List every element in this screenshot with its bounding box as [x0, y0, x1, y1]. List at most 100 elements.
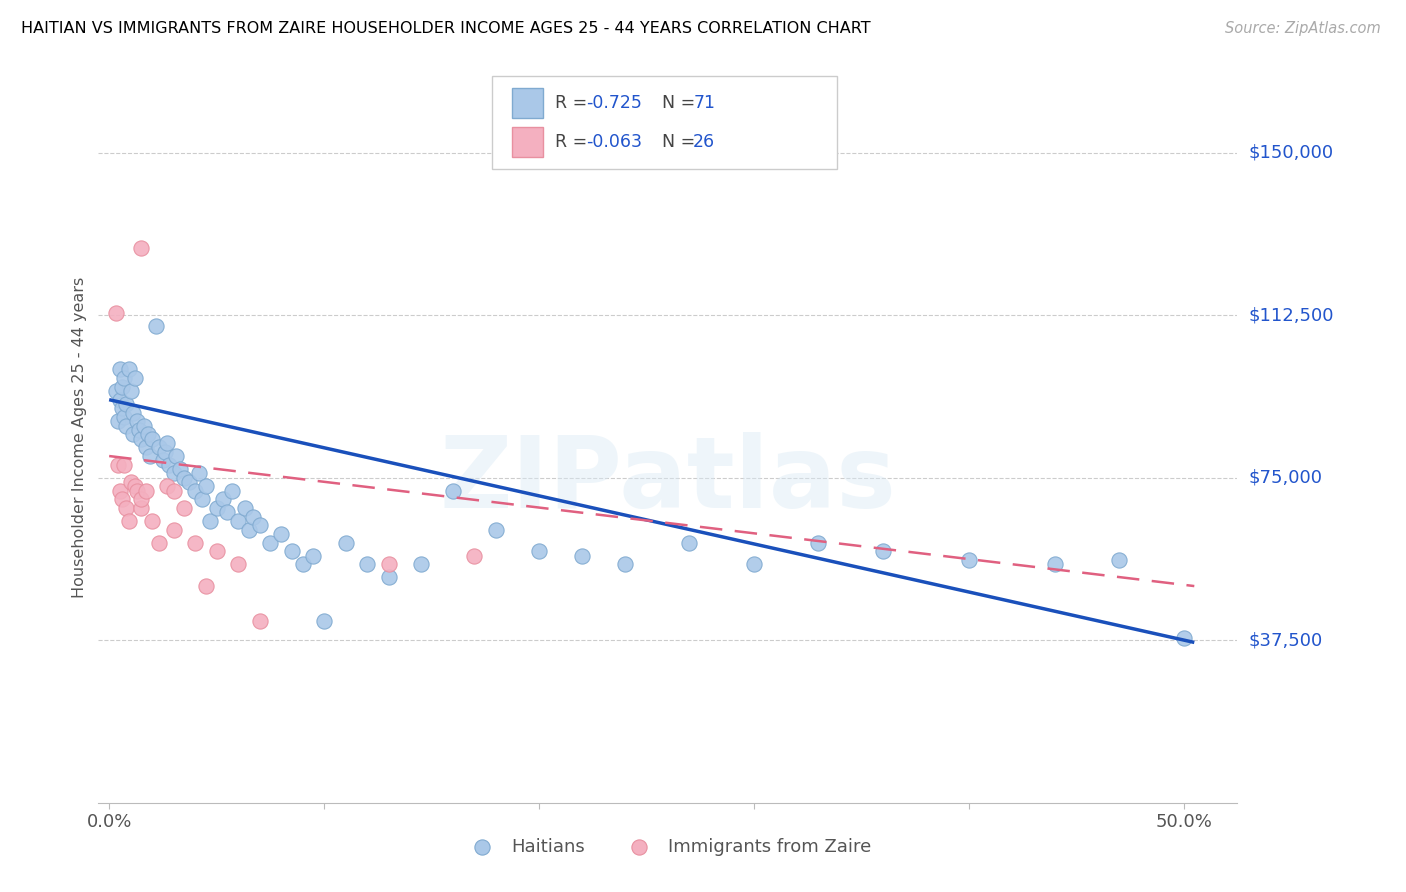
Point [120, 384, 142, 398]
Point [184, 483, 207, 498]
Point [124, 371, 146, 385]
Point [212, 492, 235, 507]
Text: 71: 71 [693, 95, 716, 112]
Point [205, 544, 228, 558]
Point [131, 492, 153, 507]
Point [233, 501, 256, 516]
Text: N =: N = [651, 133, 700, 151]
Point [165, 449, 187, 463]
Point [742, 558, 765, 572]
Point [107, 458, 129, 472]
Point [131, 432, 153, 446]
Text: $75,000: $75,000 [1249, 468, 1323, 487]
Point [527, 544, 550, 558]
Text: $150,000: $150,000 [1249, 144, 1333, 161]
Text: 26: 26 [693, 133, 716, 151]
Text: R =: R = [555, 133, 593, 151]
Point [108, 362, 131, 376]
Point [291, 558, 314, 572]
Point [127, 414, 149, 428]
Point [124, 479, 146, 493]
Point [807, 535, 830, 549]
Point [270, 527, 292, 541]
Point [678, 535, 700, 549]
Point [217, 505, 239, 519]
Text: -0.725: -0.725 [586, 95, 643, 112]
Point [238, 523, 260, 537]
Point [356, 558, 378, 572]
Text: HAITIAN VS IMMIGRANTS FROM ZAIRE HOUSEHOLDER INCOME AGES 25 - 44 YEARS CORRELATI: HAITIAN VS IMMIGRANTS FROM ZAIRE HOUSEHO… [21, 21, 870, 37]
Text: N =: N = [651, 95, 700, 112]
Text: Source: ZipAtlas.com: Source: ZipAtlas.com [1225, 21, 1381, 37]
Point [177, 475, 200, 489]
Point [131, 241, 153, 255]
Point [152, 453, 174, 467]
Point [1173, 631, 1195, 645]
Point [249, 518, 271, 533]
Point [157, 458, 180, 472]
Point [571, 549, 593, 563]
Point [135, 441, 157, 455]
Point [148, 441, 170, 455]
Point [169, 462, 191, 476]
Point [115, 397, 138, 411]
Point [104, 306, 127, 320]
Point [111, 492, 134, 507]
Point [377, 570, 399, 584]
Point [121, 406, 143, 420]
Point [872, 544, 894, 558]
Point [226, 514, 249, 528]
Point [145, 318, 167, 333]
Point [127, 483, 149, 498]
Point [117, 362, 139, 376]
Point [613, 558, 636, 572]
Point [302, 549, 325, 563]
Point [162, 483, 184, 498]
Point [108, 483, 131, 498]
Text: $112,500: $112,500 [1249, 306, 1334, 324]
Point [162, 523, 184, 537]
Point [115, 501, 138, 516]
Point [463, 549, 485, 563]
Point [141, 514, 163, 528]
Point [156, 436, 179, 450]
Point [141, 432, 163, 446]
Point [205, 501, 228, 516]
Point [153, 444, 176, 458]
Point [112, 458, 135, 472]
Point [162, 467, 184, 481]
Point [139, 449, 162, 463]
Point [120, 475, 142, 489]
Point [131, 501, 153, 516]
Point [441, 483, 464, 498]
Point [184, 535, 207, 549]
Y-axis label: Householder Income Ages 25 - 44 years: Householder Income Ages 25 - 44 years [72, 277, 87, 598]
Point [115, 418, 138, 433]
Point [132, 418, 155, 433]
Point [188, 467, 211, 481]
Text: -0.063: -0.063 [586, 133, 643, 151]
Point [190, 492, 212, 507]
Point [198, 514, 221, 528]
Point [249, 614, 271, 628]
Point [957, 553, 980, 567]
Point [173, 471, 195, 485]
Point [242, 509, 264, 524]
Point [1108, 553, 1130, 567]
Point [312, 614, 335, 628]
Point [281, 544, 304, 558]
Point [135, 483, 157, 498]
Point [173, 501, 195, 516]
Text: ZIPatlas: ZIPatlas [440, 433, 896, 530]
Point [117, 514, 139, 528]
Point [194, 579, 217, 593]
Point [111, 401, 134, 416]
Point [156, 479, 179, 493]
Legend: Haitians, Immigrants from Zaire: Haitians, Immigrants from Zaire [457, 830, 879, 863]
Point [409, 558, 432, 572]
Point [259, 535, 281, 549]
Point [121, 427, 143, 442]
Point [226, 558, 249, 572]
Point [111, 380, 134, 394]
Point [108, 392, 131, 407]
